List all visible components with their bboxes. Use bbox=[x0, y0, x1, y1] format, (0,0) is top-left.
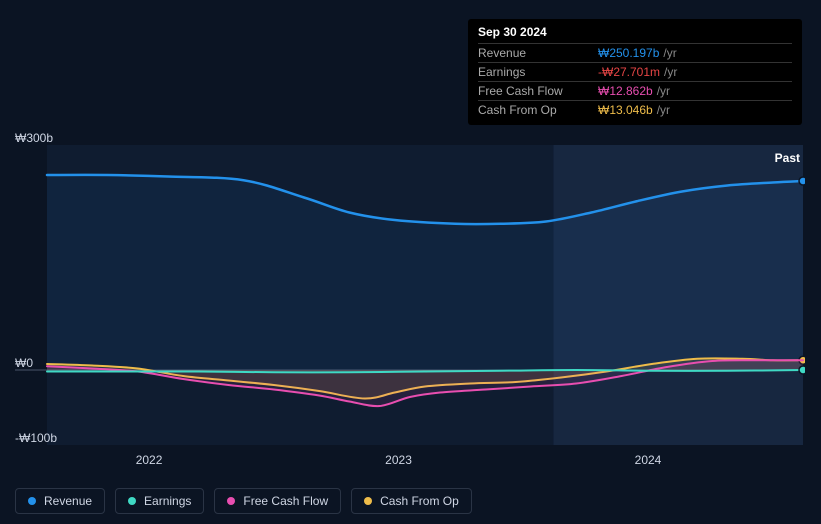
tooltip-row: Earnings-₩27.701m/yr bbox=[478, 62, 792, 81]
y-axis-label: ₩300b bbox=[15, 131, 53, 145]
tooltip-rows: Revenue₩250.197b/yrEarnings-₩27.701m/yrF… bbox=[478, 43, 792, 119]
legend-label: Earnings bbox=[144, 494, 191, 508]
legend-item-earnings[interactable]: Earnings bbox=[115, 488, 204, 514]
legend-dot-icon bbox=[227, 497, 235, 505]
tooltip-metric-label: Earnings bbox=[478, 65, 598, 79]
legend-dot-icon bbox=[364, 497, 372, 505]
legend-item-cash_from_op[interactable]: Cash From Op bbox=[351, 488, 472, 514]
x-axis-label: 2024 bbox=[618, 453, 678, 467]
past-label: Past bbox=[775, 151, 800, 165]
tooltip-metric-unit: /yr bbox=[657, 84, 670, 98]
tooltip-metric-value: ₩250.197b bbox=[598, 46, 659, 60]
tooltip-metric-value: -₩27.701m bbox=[598, 65, 660, 79]
tooltip-row: Cash From Op₩13.046b/yr bbox=[478, 100, 792, 119]
tooltip-metric-label: Cash From Op bbox=[478, 103, 598, 117]
y-axis-label: -₩100b bbox=[15, 431, 57, 445]
tooltip-metric-unit: /yr bbox=[663, 46, 676, 60]
tooltip-row: Revenue₩250.197b/yr bbox=[478, 43, 792, 62]
chart-legend: Revenue Earnings Free Cash Flow Cash From O… bbox=[15, 488, 472, 514]
x-axis-label: 2023 bbox=[369, 453, 429, 467]
tooltip-metric-label: Revenue bbox=[478, 46, 598, 60]
legend-dot-icon bbox=[128, 497, 136, 505]
x-axis-label: 2022 bbox=[119, 453, 179, 467]
legend-dot-icon bbox=[28, 497, 36, 505]
legend-item-free_cash_flow[interactable]: Free Cash Flow bbox=[214, 488, 341, 514]
tooltip-metric-value: ₩13.046b bbox=[598, 103, 653, 117]
financials-chart[interactable]: ₩300b ₩0 -₩100b 2022 2023 2024 Past bbox=[15, 125, 805, 475]
tooltip-metric-unit: /yr bbox=[664, 65, 677, 79]
legend-label: Cash From Op bbox=[380, 494, 459, 508]
legend-item-revenue[interactable]: Revenue bbox=[15, 488, 105, 514]
legend-label: Free Cash Flow bbox=[243, 494, 328, 508]
tooltip-metric-label: Free Cash Flow bbox=[478, 84, 598, 98]
chart-svg bbox=[15, 125, 805, 475]
tooltip-date: Sep 30 2024 bbox=[478, 25, 792, 39]
tooltip-metric-value: ₩12.862b bbox=[598, 84, 653, 98]
tooltip-metric-unit: /yr bbox=[657, 103, 670, 117]
tooltip-row: Free Cash Flow₩12.862b/yr bbox=[478, 81, 792, 100]
chart-tooltip: Sep 30 2024 Revenue₩250.197b/yrEarnings-… bbox=[468, 19, 802, 125]
y-axis-label: ₩0 bbox=[15, 356, 33, 370]
legend-label: Revenue bbox=[44, 494, 92, 508]
